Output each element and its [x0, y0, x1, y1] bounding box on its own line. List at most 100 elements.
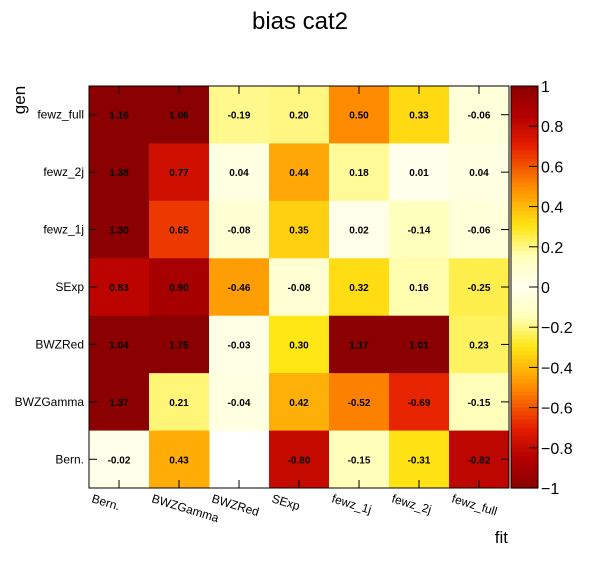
heatmap-cell: [149, 373, 210, 432]
x-axis-title: fit: [495, 528, 509, 547]
y-tick-labels: fewz_full fewz_2j fewz_1j SExp BWZRed BWZGamm…: [15, 108, 85, 467]
colorbar-segment: [511, 282, 538, 288]
colorbar-tick-label: 0.8: [541, 119, 563, 136]
x-tick-label: SExp: [270, 491, 302, 513]
y-tick-label: fewz_full: [37, 108, 84, 122]
heatmap-cell: [89, 200, 150, 259]
heatmap-cell: [89, 430, 150, 489]
colorbar-segment: [511, 351, 538, 356]
cell-value-label: 0.02: [349, 226, 369, 237]
colorbar-segment: [511, 86, 538, 91]
heatmap-cell: [209, 315, 270, 374]
colorbar-segment: [511, 242, 538, 248]
colorbar-segment: [511, 262, 538, 268]
cell-value-label: 0.18: [349, 168, 369, 179]
chart-title: bias cat2: [252, 8, 348, 35]
cell-value-label: 0.01: [409, 168, 429, 179]
colorbar-segment: [511, 154, 538, 159]
colorbar-segment: [511, 415, 538, 421]
heatmap-cell: [209, 143, 270, 202]
x-tick-label: Bern.: [90, 491, 122, 513]
heatmap-cells: [89, 86, 510, 489]
colorbar-segment: [511, 451, 538, 457]
colorbar-segment: [511, 170, 538, 176]
colorbar-segment: [511, 250, 538, 256]
colorbar-segment: [511, 258, 538, 264]
cell-value-label: 0.77: [169, 168, 189, 179]
heatmap-cell: [89, 86, 150, 144]
colorbar-segment: [511, 287, 538, 292]
colorbar-tick-label: −0.2: [541, 320, 573, 337]
colorbar-segment: [511, 206, 538, 212]
heatmap-cell: [389, 200, 450, 259]
heatmap-cell: [329, 143, 390, 202]
cell-value-label: 1.17: [349, 340, 369, 351]
colorbar-segment: [511, 295, 538, 300]
colorbar-segment: [511, 126, 538, 131]
x-tick-label: BWZGamma: [150, 491, 221, 525]
y-tick-label: fewz_2j: [43, 165, 84, 179]
colorbar-segment: [511, 407, 538, 413]
cell-value-label: 1.38: [109, 168, 129, 179]
cell-value-label: -0.03: [228, 340, 251, 351]
colorbar-tick-label: −1: [541, 481, 559, 498]
heatmap-cell: [449, 143, 510, 202]
colorbar-segment: [511, 455, 538, 461]
colorbar-tick-label: 0.4: [541, 200, 563, 217]
heatmap-cell: [269, 315, 330, 374]
colorbar-segment: [511, 459, 538, 465]
heatmap-cell: [449, 258, 510, 317]
heatmap-cell: [389, 373, 450, 432]
colorbar-segment: [511, 198, 538, 204]
cell-value-label: -0.15: [468, 398, 491, 409]
y-tick-label: BWZGamma: [15, 395, 85, 409]
cell-value-label: -0.69: [408, 398, 431, 409]
heatmap-cell: [89, 373, 150, 432]
cell-value-label: 1.75: [169, 340, 189, 351]
colorbar-segment: [511, 214, 538, 220]
colorbar-segment: [511, 327, 538, 332]
x-tick-label: fewz_full: [450, 491, 499, 518]
colorbar-segment: [511, 383, 538, 389]
cell-value-label: -0.04: [228, 398, 251, 409]
colorbar-segment: [511, 367, 538, 373]
heatmap-cell: [209, 258, 270, 317]
cell-value-label: -0.14: [408, 226, 431, 237]
colorbar-segment: [511, 222, 538, 228]
cell-value-label: 0.21: [169, 398, 189, 409]
cell-value-label: -0.08: [228, 226, 251, 237]
heatmap-cell: [329, 86, 390, 144]
cell-value-labels: 1.16 1.06 -0.19 0.20 0.50 0.33 -0.06 1.38 0.77 0.…: [108, 111, 491, 467]
colorbar-segment: [511, 467, 538, 473]
colorbar-segment: [511, 403, 538, 409]
cell-value-label: -0.15: [348, 455, 371, 466]
colorbar-segment: [511, 226, 538, 232]
colorbar-segment: [511, 254, 538, 260]
cell-value-label: 1.06: [169, 111, 189, 122]
colorbar-segment: [511, 475, 538, 481]
cell-value-label: 1.16: [109, 111, 129, 122]
heatmap-cell: [269, 143, 330, 202]
colorbar-segment: [511, 230, 538, 236]
colorbar-segment: [511, 182, 538, 188]
cell-value-label: -0.46: [228, 283, 251, 294]
colorbar-segment: [511, 343, 538, 348]
heatmap-cell: [269, 430, 330, 489]
colorbar-segment: [511, 439, 538, 445]
colorbar-segment: [511, 399, 538, 405]
colorbar-segment: [511, 483, 538, 489]
colorbar-segment: [511, 303, 538, 308]
colorbar: [510, 85, 539, 489]
colorbar-segment: [511, 142, 538, 147]
colorbar-segment: [511, 315, 538, 320]
cell-value-label: 0.04: [229, 168, 249, 179]
colorbar-segment: [511, 130, 538, 135]
colorbar-segment: [511, 395, 538, 401]
colorbar-segment: [511, 355, 538, 360]
cell-value-label: 0.35: [289, 226, 309, 237]
heatmap-cell: [269, 258, 330, 317]
colorbar-segment: [511, 363, 538, 368]
heatmap-cell: [269, 373, 330, 432]
cell-value-label: 0.32: [349, 283, 369, 294]
